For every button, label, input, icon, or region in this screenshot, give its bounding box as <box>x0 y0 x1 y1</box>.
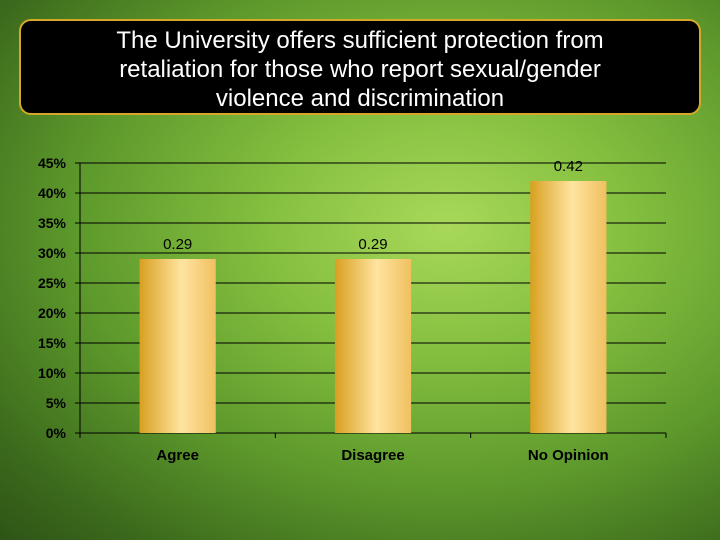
y-tick-label: 0% <box>46 425 67 441</box>
category-label: Agree <box>156 447 199 464</box>
chart-title-line-2: retaliation for those who report sexual/… <box>119 56 601 83</box>
y-tick-label: 40% <box>38 185 67 201</box>
y-tick-label: 25% <box>38 275 67 291</box>
data-label: 0.29 <box>163 236 192 253</box>
y-tick-label: 20% <box>38 305 67 321</box>
y-tick-label: 10% <box>38 365 67 381</box>
y-tick-label: 5% <box>46 395 67 411</box>
chart-title: The University offers sufficient protect… <box>19 19 701 115</box>
category-label: Disagree <box>341 447 404 464</box>
category-label: No Opinion <box>528 447 609 464</box>
data-label: 0.42 <box>554 158 583 175</box>
y-tick-label: 15% <box>38 335 67 351</box>
bar-agree <box>139 259 216 433</box>
y-tick-label: 45% <box>38 155 67 171</box>
y-tick-label: 35% <box>38 215 67 231</box>
y-tick-label: 30% <box>38 245 67 261</box>
data-label: 0.29 <box>358 236 387 253</box>
bar-disagree <box>334 259 412 433</box>
chart-title-line-3: violence and discrimination <box>215 85 505 112</box>
bar-no-opinion <box>530 181 607 433</box>
chart-title-line-1: The University offers sufficient protect… <box>116 27 604 54</box>
